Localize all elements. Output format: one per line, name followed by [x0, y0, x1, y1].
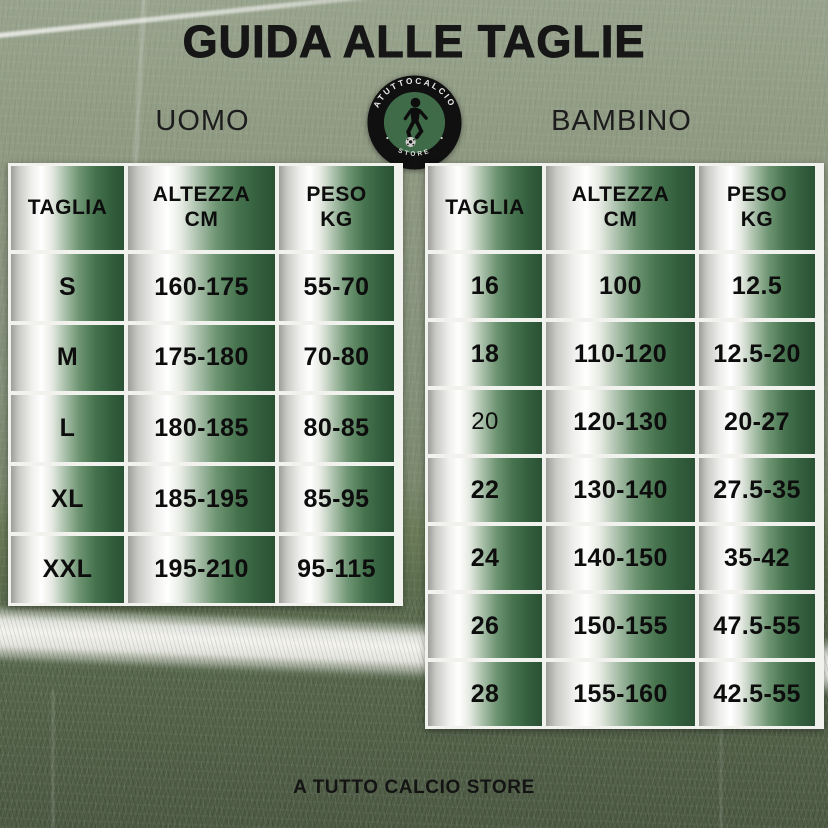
football-patch [406, 138, 409, 141]
uomo-section-label: UOMO [155, 105, 250, 137]
size-cell: 20 [428, 390, 542, 454]
size-cell: 27.5-35 [699, 458, 815, 522]
size-cell: 155-160 [546, 662, 695, 726]
size-cell: M [11, 324, 124, 392]
header-cell: PESO KG [279, 166, 394, 250]
size-cell: L [11, 395, 124, 462]
size-cell: 80-85 [279, 395, 394, 462]
size-cell: 195-210 [128, 536, 275, 603]
footballer-icon [403, 97, 428, 141]
size-cell: 120-130 [546, 390, 695, 454]
size-cell: 130-140 [546, 458, 695, 522]
size-cell: 12.5 [699, 254, 815, 318]
size-cell: 20-27 [699, 390, 815, 454]
size-cell: 180-185 [128, 395, 275, 462]
size-cell: 42.5-55 [699, 662, 815, 726]
size-cell: 12.5-20 [699, 322, 815, 386]
size-cell: 175-180 [128, 324, 275, 392]
pitch-streak-bottom-right [720, 720, 722, 828]
header-cell: ALTEZZA CM [546, 166, 695, 250]
header-cell: ALTEZZA CM [128, 166, 275, 250]
size-cell: 35-42 [699, 526, 815, 590]
size-cell: 160-175 [128, 254, 275, 321]
uomo-size-table: TAGLIA ALTEZZA CM PESO KG S 160-175 55-70 M 175-1… [8, 163, 403, 606]
size-cell: 24 [428, 526, 542, 590]
football-patch [407, 143, 409, 146]
size-cell: 150-155 [546, 594, 695, 658]
size-cell: XXL [11, 536, 124, 603]
football-patch [408, 140, 413, 144]
logo-bottom-text: STORE [397, 147, 432, 158]
size-cell: S [11, 254, 124, 321]
logo-star-left [386, 136, 389, 140]
header-cell: TAGLIA [11, 166, 124, 250]
header-cell: TAGLIA [428, 166, 542, 250]
size-cell: 18 [428, 322, 542, 386]
size-cell: 185-195 [128, 465, 275, 533]
size-cell: XL [11, 465, 124, 533]
store-logo: ATUTTOCALCIO STORE [367, 75, 462, 170]
size-cell: 55-70 [279, 254, 394, 321]
bambino-size-table: TAGLIA ALTEZZA CM PESO KG 16 100 12.5 18 110-120 1… [425, 163, 824, 729]
size-cell: 26 [428, 594, 542, 658]
size-cell: 22 [428, 458, 542, 522]
size-cell: 85-95 [279, 465, 394, 533]
size-cell: 95-115 [279, 536, 394, 603]
size-cell: 110-120 [546, 322, 695, 386]
bambino-section-label: BAMBINO [551, 105, 692, 137]
size-cell: 70-80 [279, 324, 394, 392]
football-patch [412, 138, 415, 141]
football-patch [412, 143, 415, 146]
size-cell: 28 [428, 662, 542, 726]
size-cell: 47.5-55 [699, 594, 815, 658]
page-title: GUIDA ALLE TAGLIE [182, 16, 646, 68]
size-cell: 16 [428, 254, 542, 318]
size-cell: 100 [546, 254, 695, 318]
header-cell: PESO KG [699, 166, 815, 250]
store-name-footer: A TUTTO CALCIO STORE [293, 777, 535, 798]
pitch-streak-bottom-left [52, 690, 54, 828]
size-cell: 140-150 [546, 526, 695, 590]
logo-star-right [440, 136, 443, 140]
